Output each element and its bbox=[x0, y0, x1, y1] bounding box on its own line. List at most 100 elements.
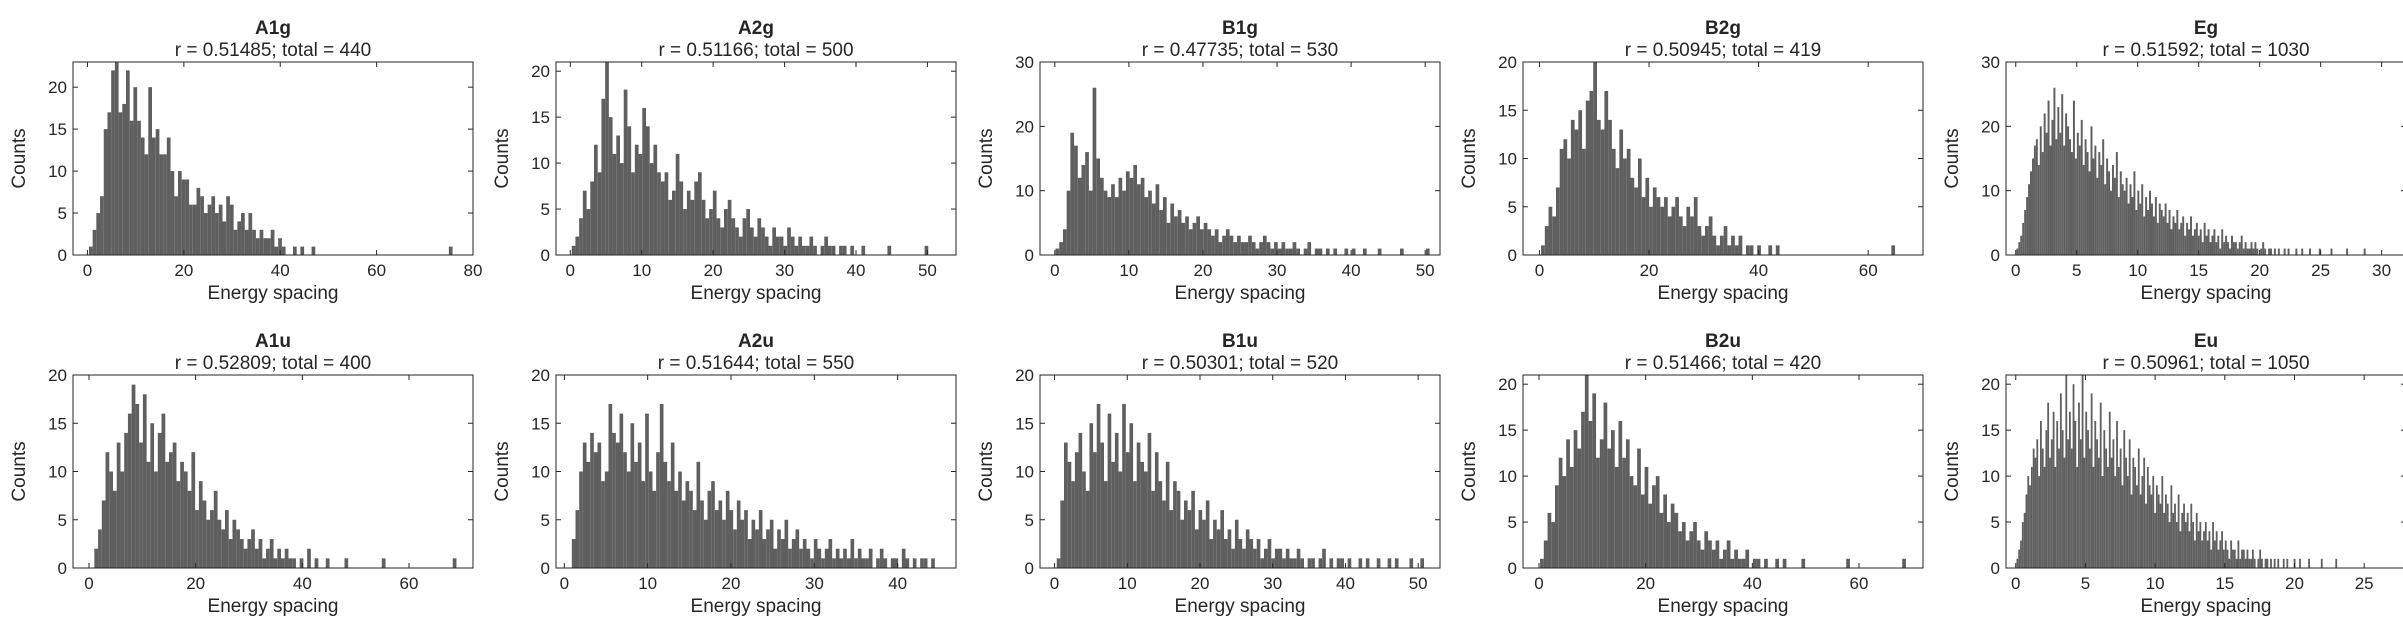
histogram-bars bbox=[94, 384, 457, 568]
histogram-bar bbox=[1541, 245, 1545, 255]
histogram-bar bbox=[2107, 466, 2109, 568]
histogram-bar bbox=[2137, 190, 2140, 255]
histogram-bar bbox=[1336, 558, 1341, 568]
histogram-bar bbox=[843, 548, 847, 568]
histogram-bar bbox=[1660, 206, 1665, 255]
histogram-bar bbox=[648, 471, 653, 568]
histogram-bar bbox=[2226, 549, 2229, 568]
axes-box bbox=[555, 61, 957, 256]
histogram-bar bbox=[2178, 229, 2181, 255]
histogram-bar bbox=[1745, 549, 1750, 568]
histogram-bar bbox=[1159, 209, 1163, 255]
histogram-bar bbox=[2238, 242, 2241, 255]
histogram-bar bbox=[1081, 164, 1086, 255]
histogram-bar bbox=[601, 98, 606, 255]
histogram-bars bbox=[1055, 87, 1430, 255]
histogram-bar bbox=[1180, 519, 1184, 568]
histogram-bar bbox=[2172, 512, 2175, 568]
panel-title: Eu bbox=[2194, 331, 2218, 352]
histogram-bar bbox=[2252, 248, 2255, 255]
histogram-bar bbox=[769, 519, 774, 568]
histogram-bar bbox=[1300, 558, 1304, 568]
histogram-bar bbox=[675, 153, 680, 255]
histogram-bar bbox=[1599, 439, 1604, 568]
histogram-bar bbox=[2152, 216, 2155, 255]
histogram-bar bbox=[2176, 209, 2179, 255]
histogram-bar bbox=[1292, 242, 1297, 255]
histogram-bar bbox=[200, 196, 204, 255]
histogram-bar bbox=[1242, 548, 1246, 568]
histogram-bar bbox=[692, 510, 697, 568]
histogram-bar bbox=[1181, 222, 1186, 255]
histogram-bar bbox=[809, 236, 814, 255]
histogram-bar bbox=[2197, 235, 2200, 255]
histogram-bar bbox=[575, 236, 580, 255]
histogram-bar bbox=[129, 120, 134, 255]
histogram-bar bbox=[2083, 457, 2086, 568]
histogram-bar bbox=[1637, 158, 1642, 255]
histogram-bar bbox=[299, 558, 304, 568]
histogram-bar bbox=[694, 181, 698, 255]
y-tick-label: 15 bbox=[1981, 421, 2000, 440]
histogram-bar bbox=[689, 490, 693, 568]
y-tick-label: 5 bbox=[58, 511, 67, 530]
histogram-bar bbox=[2151, 203, 2153, 255]
histogram-bar bbox=[1656, 197, 1661, 255]
histogram-bar bbox=[2207, 229, 2210, 255]
x-tick-label: 5 bbox=[2081, 574, 2090, 593]
histogram-bar bbox=[820, 245, 825, 255]
histogram-bar bbox=[1277, 248, 1282, 255]
x-tick-label: 0 bbox=[83, 261, 92, 280]
histogram-bar bbox=[135, 403, 140, 568]
y-tick-label: 10 bbox=[1015, 463, 1034, 482]
histogram-bar bbox=[2145, 197, 2148, 255]
histogram-bar bbox=[2129, 184, 2132, 255]
histogram-bar bbox=[258, 539, 263, 568]
y-tick-label: 0 bbox=[1508, 559, 1517, 578]
histogram-bar bbox=[2190, 216, 2192, 255]
histogram-bar bbox=[2034, 457, 2037, 568]
axes-box bbox=[1039, 61, 1441, 256]
histogram-bar bbox=[2237, 540, 2240, 568]
histogram-bar bbox=[92, 229, 97, 255]
histogram-bar bbox=[281, 558, 285, 568]
histogram-bar bbox=[2143, 457, 2146, 568]
histogram-bar bbox=[2221, 531, 2224, 568]
histogram-bar bbox=[850, 245, 854, 255]
histogram-bar bbox=[1144, 471, 1148, 568]
histogram-bar bbox=[597, 172, 602, 255]
histogram-bar bbox=[839, 245, 843, 255]
histogram-bar bbox=[163, 154, 167, 255]
histogram-bar bbox=[2136, 485, 2138, 568]
histogram-bar bbox=[2154, 197, 2157, 255]
histogram-bar bbox=[2074, 158, 2077, 255]
histogram-bar bbox=[1543, 540, 1548, 568]
histogram-bar bbox=[196, 187, 201, 255]
histogram-bar bbox=[1111, 184, 1115, 255]
y-tick-label: 0 bbox=[58, 246, 67, 265]
histogram-bar bbox=[1289, 558, 1294, 568]
histogram-bar bbox=[802, 539, 807, 568]
histogram-bar bbox=[270, 229, 275, 255]
histogram-bar bbox=[229, 204, 234, 255]
histogram-bar bbox=[839, 558, 844, 568]
panel-subtitle: r = 0.51592; total = 1030 bbox=[2102, 40, 2309, 61]
histogram-bar bbox=[1752, 558, 1757, 568]
histogram-bar bbox=[2246, 248, 2249, 255]
histogram-bar bbox=[582, 190, 587, 255]
histogram-bar bbox=[1303, 248, 1308, 255]
histogram-bar bbox=[2141, 184, 2144, 255]
histogram-bar bbox=[1133, 164, 1138, 255]
histogram-bar bbox=[1614, 466, 1619, 568]
histogram-bar bbox=[1191, 490, 1195, 568]
axes-box bbox=[2005, 374, 2403, 569]
histogram-bar bbox=[1107, 197, 1112, 255]
histogram-bar bbox=[98, 529, 102, 568]
histogram-bar bbox=[137, 120, 141, 255]
histogram-bar bbox=[1137, 184, 1141, 255]
histogram-bar bbox=[1067, 461, 1072, 568]
histogram-bar bbox=[127, 413, 132, 568]
histogram-bar bbox=[1078, 432, 1083, 568]
histogram-bar bbox=[1577, 448, 1582, 568]
histogram-bar bbox=[2049, 145, 2052, 255]
